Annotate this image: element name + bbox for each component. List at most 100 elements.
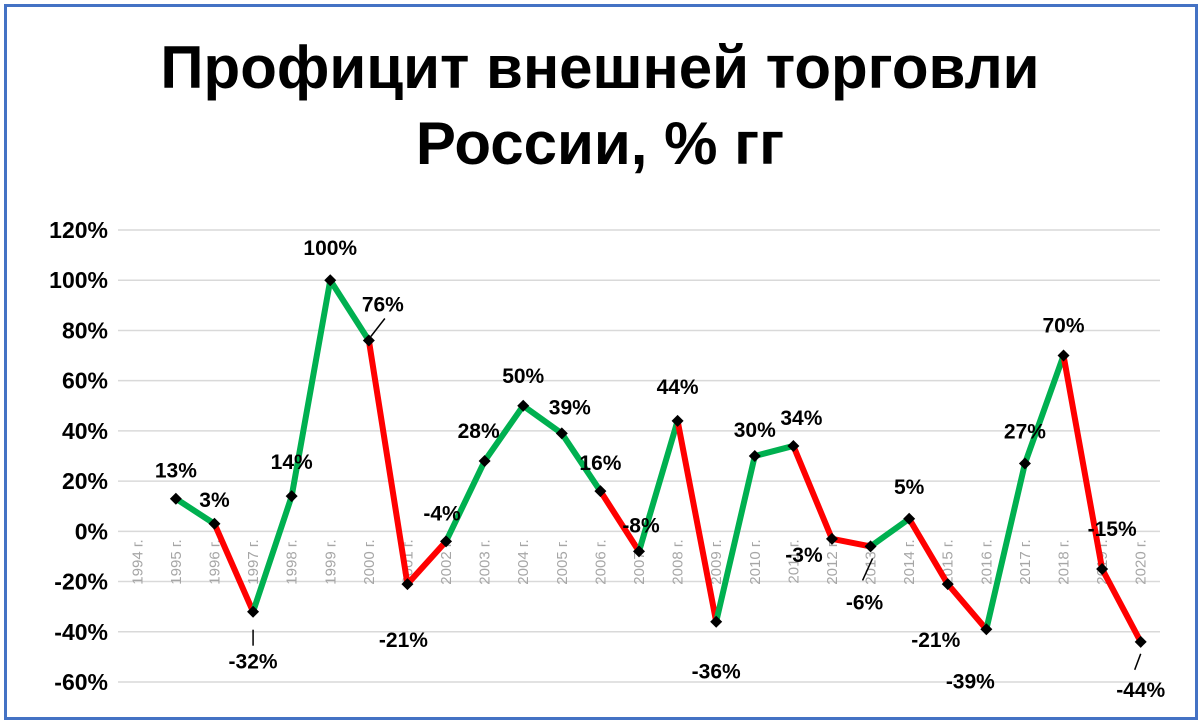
data-point: [980, 623, 993, 636]
chart-title-line-1: Профицит внешней торговли: [160, 34, 1040, 101]
line-segment: [520, 402, 565, 437]
data-point: [401, 578, 414, 591]
chart-frame: [4, 4, 1198, 720]
data-label: 39%: [549, 396, 591, 419]
y-tick-label: -20%: [54, 569, 108, 595]
x-tick-label: 1994 г.: [129, 539, 146, 584]
data-point: [1096, 563, 1109, 575]
line-segment: [172, 495, 218, 527]
x-tick-label: 2008 г.: [670, 539, 687, 584]
data-point: [247, 605, 260, 618]
data-label: 27%: [1004, 421, 1046, 444]
data-label: -21%: [379, 629, 428, 652]
data-point: [825, 532, 838, 545]
data-label: 100%: [303, 237, 357, 260]
data-point: [1134, 635, 1147, 648]
x-tick-label: 2017 г.: [1017, 539, 1034, 584]
y-tick-label: 100%: [49, 267, 108, 293]
data-label: 70%: [1043, 315, 1085, 338]
data-label: 50%: [502, 365, 544, 388]
data-point: [787, 439, 800, 452]
x-tick-label: 2004 г.: [515, 539, 532, 584]
data-point: [208, 517, 221, 530]
data-label: -36%: [692, 661, 741, 684]
line-segment: [288, 277, 334, 500]
data-point: [903, 512, 916, 525]
data-point: [941, 578, 954, 591]
data-label: -8%: [622, 514, 660, 537]
x-tick-label: 2020 г.: [1133, 539, 1150, 584]
data-label: 76%: [362, 293, 404, 316]
x-tick-label: 2014 г.: [901, 539, 918, 584]
x-tick-label: 2009 г.: [708, 539, 725, 584]
x-tick-label: 2012 г.: [824, 539, 841, 584]
y-tick-label: 0%: [75, 518, 108, 544]
x-tick-label: 2018 г.: [1056, 539, 1073, 584]
data-label: -21%: [911, 629, 960, 652]
data-point: [1018, 457, 1031, 470]
data-point: [324, 274, 337, 287]
x-tick-label: 1995 г.: [168, 539, 185, 584]
x-tick-label: 2000 г.: [361, 539, 378, 584]
data-label: 28%: [458, 420, 500, 443]
data-point: [671, 414, 684, 427]
data-label: -6%: [846, 591, 884, 614]
data-point: [633, 545, 645, 558]
line-segment: [558, 430, 604, 495]
y-tick-label: -60%: [54, 669, 108, 695]
y-tick-label: 60%: [62, 368, 108, 394]
data-label: 30%: [734, 419, 776, 442]
x-tick-label: 2011 г.: [785, 539, 802, 583]
line-segment: [751, 442, 797, 459]
data-point: [864, 540, 877, 553]
y-tick-label: 40%: [62, 418, 108, 444]
data-label: -44%: [1116, 679, 1165, 702]
x-tick-label: 1997 г.: [245, 539, 262, 584]
data-label: -32%: [229, 651, 278, 674]
data-point: [478, 455, 491, 468]
leader-line: [370, 318, 386, 337]
y-tick-label: 80%: [62, 317, 108, 343]
data-point: [285, 490, 298, 503]
data-label: 34%: [780, 407, 822, 430]
data-point: [1057, 349, 1070, 362]
data-label: -39%: [946, 670, 995, 693]
x-tick-label: 2003 г.: [477, 539, 494, 584]
line-segment: [713, 453, 758, 625]
y-tick-label: 20%: [62, 468, 108, 494]
x-tick-label: 1999 г.: [322, 539, 339, 584]
data-label: 3%: [199, 489, 230, 512]
line-segment: [1099, 566, 1144, 645]
line-segment: [327, 277, 372, 344]
gridlines: [118, 229, 1160, 683]
line-segment: [365, 337, 411, 588]
line-segment: [828, 535, 874, 550]
data-point: [440, 535, 453, 548]
x-tick-label: 1998 г.: [284, 539, 301, 584]
line-segment: [906, 515, 951, 588]
chart-title: Профицит внешней торговли России, % гг: [0, 30, 1200, 182]
data-label: 13%: [155, 460, 197, 483]
data-label: -4%: [423, 502, 461, 525]
x-tick-label: 2006 г.: [592, 539, 609, 584]
line-segment: [597, 488, 642, 555]
y-tick-label: -40%: [54, 619, 108, 645]
line-segment: [867, 515, 913, 550]
data-point: [710, 615, 723, 628]
line-segment: [636, 417, 681, 555]
line-segment: [944, 581, 990, 633]
data-label: -3%: [785, 544, 823, 567]
series-line: [172, 277, 1144, 645]
line-segment: [211, 520, 257, 615]
line-segment: [404, 538, 450, 588]
x-tick-label: 2005 г.: [554, 539, 571, 584]
data-label: -15%: [1088, 518, 1137, 541]
data-point: [748, 450, 761, 462]
data-label: 14%: [271, 451, 313, 474]
x-tick-label: 1996 г.: [206, 539, 223, 584]
leader-line: [1134, 653, 1142, 671]
data-point: [594, 485, 607, 498]
data-point: [555, 427, 568, 440]
y-tick-label: 120%: [49, 217, 108, 243]
